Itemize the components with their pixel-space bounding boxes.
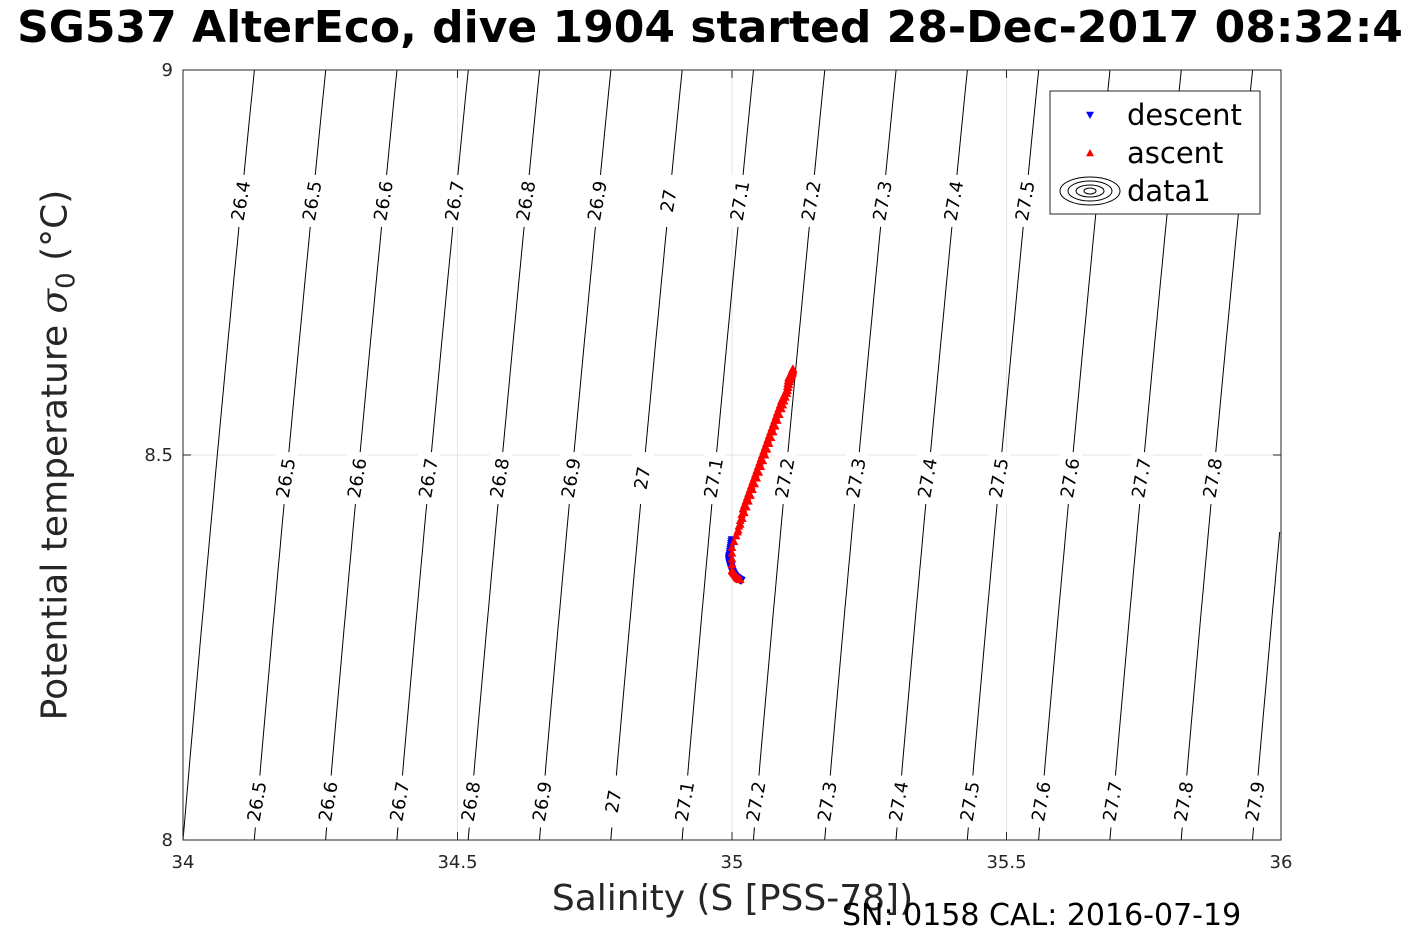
contour-label-bg xyxy=(631,452,654,505)
x-tick-label: 35.5 xyxy=(986,852,1026,873)
contour-label-bg xyxy=(373,174,396,227)
legend-contour-icon xyxy=(1067,180,1113,202)
axis-ticks: 34 34.5 35 35.5 36 8 8.5 9 xyxy=(144,60,1292,873)
contour-label-bg xyxy=(729,174,752,227)
y-tick-label: 8 xyxy=(162,830,173,851)
y-tick-label: 9 xyxy=(162,60,173,81)
contour-label: 27 xyxy=(631,465,656,491)
ascent-point xyxy=(735,575,745,584)
x-axis-label: Salinity (S [PSS-78]) xyxy=(551,878,914,919)
contour-label-bg xyxy=(603,775,626,828)
x-tick-label: 34.5 xyxy=(437,852,477,873)
contour-label-bg xyxy=(658,174,681,227)
legend-data1-label: data1 xyxy=(1127,174,1211,208)
contour-label-bg xyxy=(745,775,768,828)
contour-label-bg xyxy=(460,775,483,828)
contour-label-bg xyxy=(531,775,554,828)
legend-ascent-label: ascent xyxy=(1127,136,1223,170)
legend: descent ascent data1 xyxy=(1049,90,1261,215)
legend-ascent-marker xyxy=(1086,149,1094,157)
contour-label-bg xyxy=(674,775,697,828)
y-tick-label: 8.5 xyxy=(144,445,173,466)
legend-contour-icon xyxy=(1083,187,1097,195)
legend-contour-icon xyxy=(1059,176,1121,206)
legend-descent-marker xyxy=(1086,111,1094,119)
contour-label-bg xyxy=(800,174,823,227)
contour-label-bg xyxy=(301,174,324,227)
legend-descent-label: descent xyxy=(1127,98,1242,132)
contour-label-bg xyxy=(230,174,253,227)
contour-label-bg xyxy=(943,174,966,227)
contour-label-bg xyxy=(317,775,340,828)
density-contour-labels: 26.5 26.6 26.7 26.8 26.9 27 27.1 27.2 27.3 27.4 27… xyxy=(228,174,1270,828)
x-tick-label: 36 xyxy=(1270,852,1293,873)
contour-label-bg xyxy=(246,775,269,828)
contour-label-bg xyxy=(1059,452,1082,505)
contour-label-bg xyxy=(872,174,895,227)
contour-label-bg xyxy=(1014,174,1037,227)
contour-label-bg xyxy=(1173,775,1196,828)
contour-label-bg xyxy=(1102,775,1125,828)
contour-label-bg xyxy=(959,775,982,828)
contour-label-bg xyxy=(389,775,412,828)
contour-label-bg xyxy=(275,452,298,505)
contour-label-bg xyxy=(845,452,868,505)
contour-label-bg xyxy=(888,775,911,828)
contour-label-bg xyxy=(917,452,940,505)
contour-label-bg xyxy=(703,452,726,505)
contour-label-bg xyxy=(560,452,583,505)
calibration-note: SN: 0158 CAL: 2016-07-19 xyxy=(842,898,1242,933)
contour-label-bg xyxy=(489,452,512,505)
contour-label-bg xyxy=(1131,452,1154,505)
contour-label-bg xyxy=(586,174,609,227)
legend-contour-icon xyxy=(1075,184,1105,198)
contour-label-bg xyxy=(346,452,369,505)
chart-title: SG537 AlterEco, dive 1904 started 28-Dec… xyxy=(17,2,1403,53)
contour-label-bg xyxy=(444,174,467,227)
contour-label-bg xyxy=(988,452,1011,505)
contour-label-bg xyxy=(774,452,797,505)
contour-label-bg xyxy=(1202,452,1225,505)
contour-label-bg xyxy=(418,452,441,505)
legend-box xyxy=(1049,90,1261,215)
contour-label-bg xyxy=(515,174,538,227)
contour-label: 27 xyxy=(657,188,682,214)
x-tick-label: 35 xyxy=(721,852,744,873)
data-points xyxy=(724,364,798,586)
x-tick-label: 34 xyxy=(172,852,195,873)
contour-label-bg xyxy=(1244,775,1267,828)
contour-label-bg xyxy=(816,775,839,828)
contour-label: 27 xyxy=(602,788,627,814)
contour-label-bg xyxy=(1030,775,1053,828)
